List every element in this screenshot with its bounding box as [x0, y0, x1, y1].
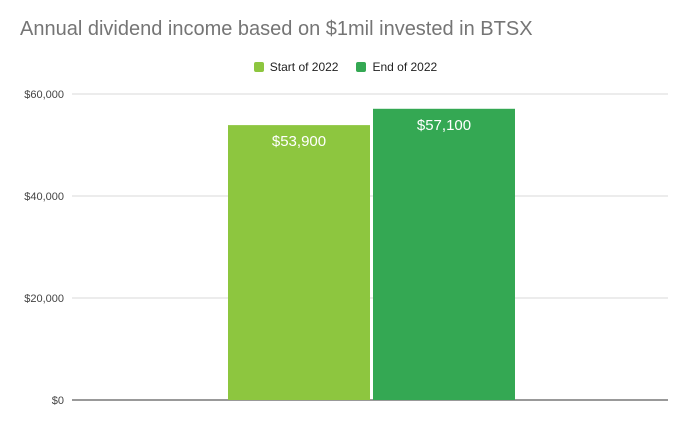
y-tick-label-1: $20,000 — [24, 293, 64, 305]
chart-title: Annual dividend income based on $1mil in… — [20, 18, 533, 40]
legend-entry-2: End of 2022 — [356, 60, 437, 74]
bar-2 — [373, 108, 515, 400]
bar-label-1: $53,900 — [272, 133, 326, 150]
y-tick-label-0: $0 — [52, 395, 64, 407]
legend-swatch-1 — [253, 62, 264, 72]
legend-swatch-2 — [356, 62, 367, 72]
legend-label-1: Start of 2022 — [269, 60, 339, 74]
y-tick-label-3: $60,000 — [24, 89, 64, 101]
legend: Start of 2022 End of 2022 — [0, 60, 691, 74]
legend-label-2: End of 2022 — [372, 60, 438, 74]
y-tick-label-2: $40,000 — [24, 191, 64, 203]
legend-entry-1: Start of 2022 — [253, 60, 339, 74]
bar-label-2: $57,100 — [417, 117, 471, 134]
bar-1 — [228, 125, 370, 401]
